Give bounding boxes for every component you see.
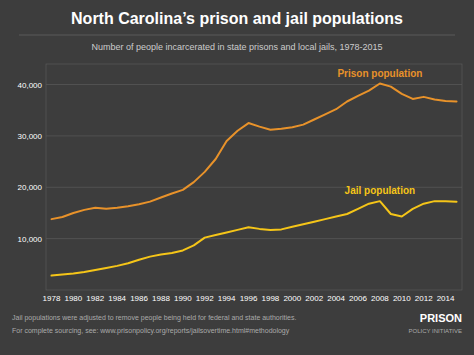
x-tick-label: 2006 <box>349 294 367 303</box>
y-tick-label: 10,000 <box>18 235 43 244</box>
chart: North Carolina’s prison and jail populat… <box>0 0 474 355</box>
x-tick-label: 1978 <box>43 294 61 303</box>
x-tick-label: 1996 <box>240 294 258 303</box>
title-rule <box>19 35 455 36</box>
x-tick-label: 1980 <box>64 294 82 303</box>
logo-subline: POLICY INITIATIVE <box>409 328 462 334</box>
x-tick-label: 1988 <box>152 294 170 303</box>
x-tick-label: 2008 <box>371 294 389 303</box>
y-tick-label: 30,000 <box>18 132 43 141</box>
subtitle: Number of people incarcerated in state p… <box>91 42 382 52</box>
grid-line <box>46 238 462 239</box>
x-tick-label: 2002 <box>305 294 323 303</box>
series-label: Jail population <box>345 185 416 196</box>
x-tick-label: 1994 <box>218 294 236 303</box>
x-tick-label: 2000 <box>283 294 301 303</box>
x-tick-label: 1990 <box>174 294 192 303</box>
grid-line <box>46 135 462 136</box>
x-tick-label: 1992 <box>196 294 214 303</box>
x-tick-label: 2014 <box>437 294 455 303</box>
logo: PRISON <box>420 312 462 324</box>
x-tick-label: 1982 <box>86 294 104 303</box>
series-label: Prison population <box>337 68 422 79</box>
x-tick-label: 2004 <box>327 294 345 303</box>
lines <box>51 84 456 276</box>
background <box>0 0 474 355</box>
x-tick-label: 2010 <box>393 294 411 303</box>
x-tick-label: 1984 <box>108 294 126 303</box>
title: North Carolina’s prison and jail populat… <box>71 10 403 27</box>
x-tick-label: 2012 <box>415 294 433 303</box>
series-line <box>51 201 456 275</box>
footnote: For complete sourcing, see: www.prisonpo… <box>12 327 290 335</box>
y-tick-label: 40,000 <box>18 81 43 90</box>
footnote: Jail populations were adjusted to remove… <box>12 314 297 322</box>
y-tick-label: 20,000 <box>18 183 43 192</box>
series-line <box>51 84 456 220</box>
plot-frame <box>46 64 462 290</box>
grid-line <box>46 84 462 85</box>
x-tick-label: 1998 <box>262 294 280 303</box>
x-tick-label: 1986 <box>130 294 148 303</box>
